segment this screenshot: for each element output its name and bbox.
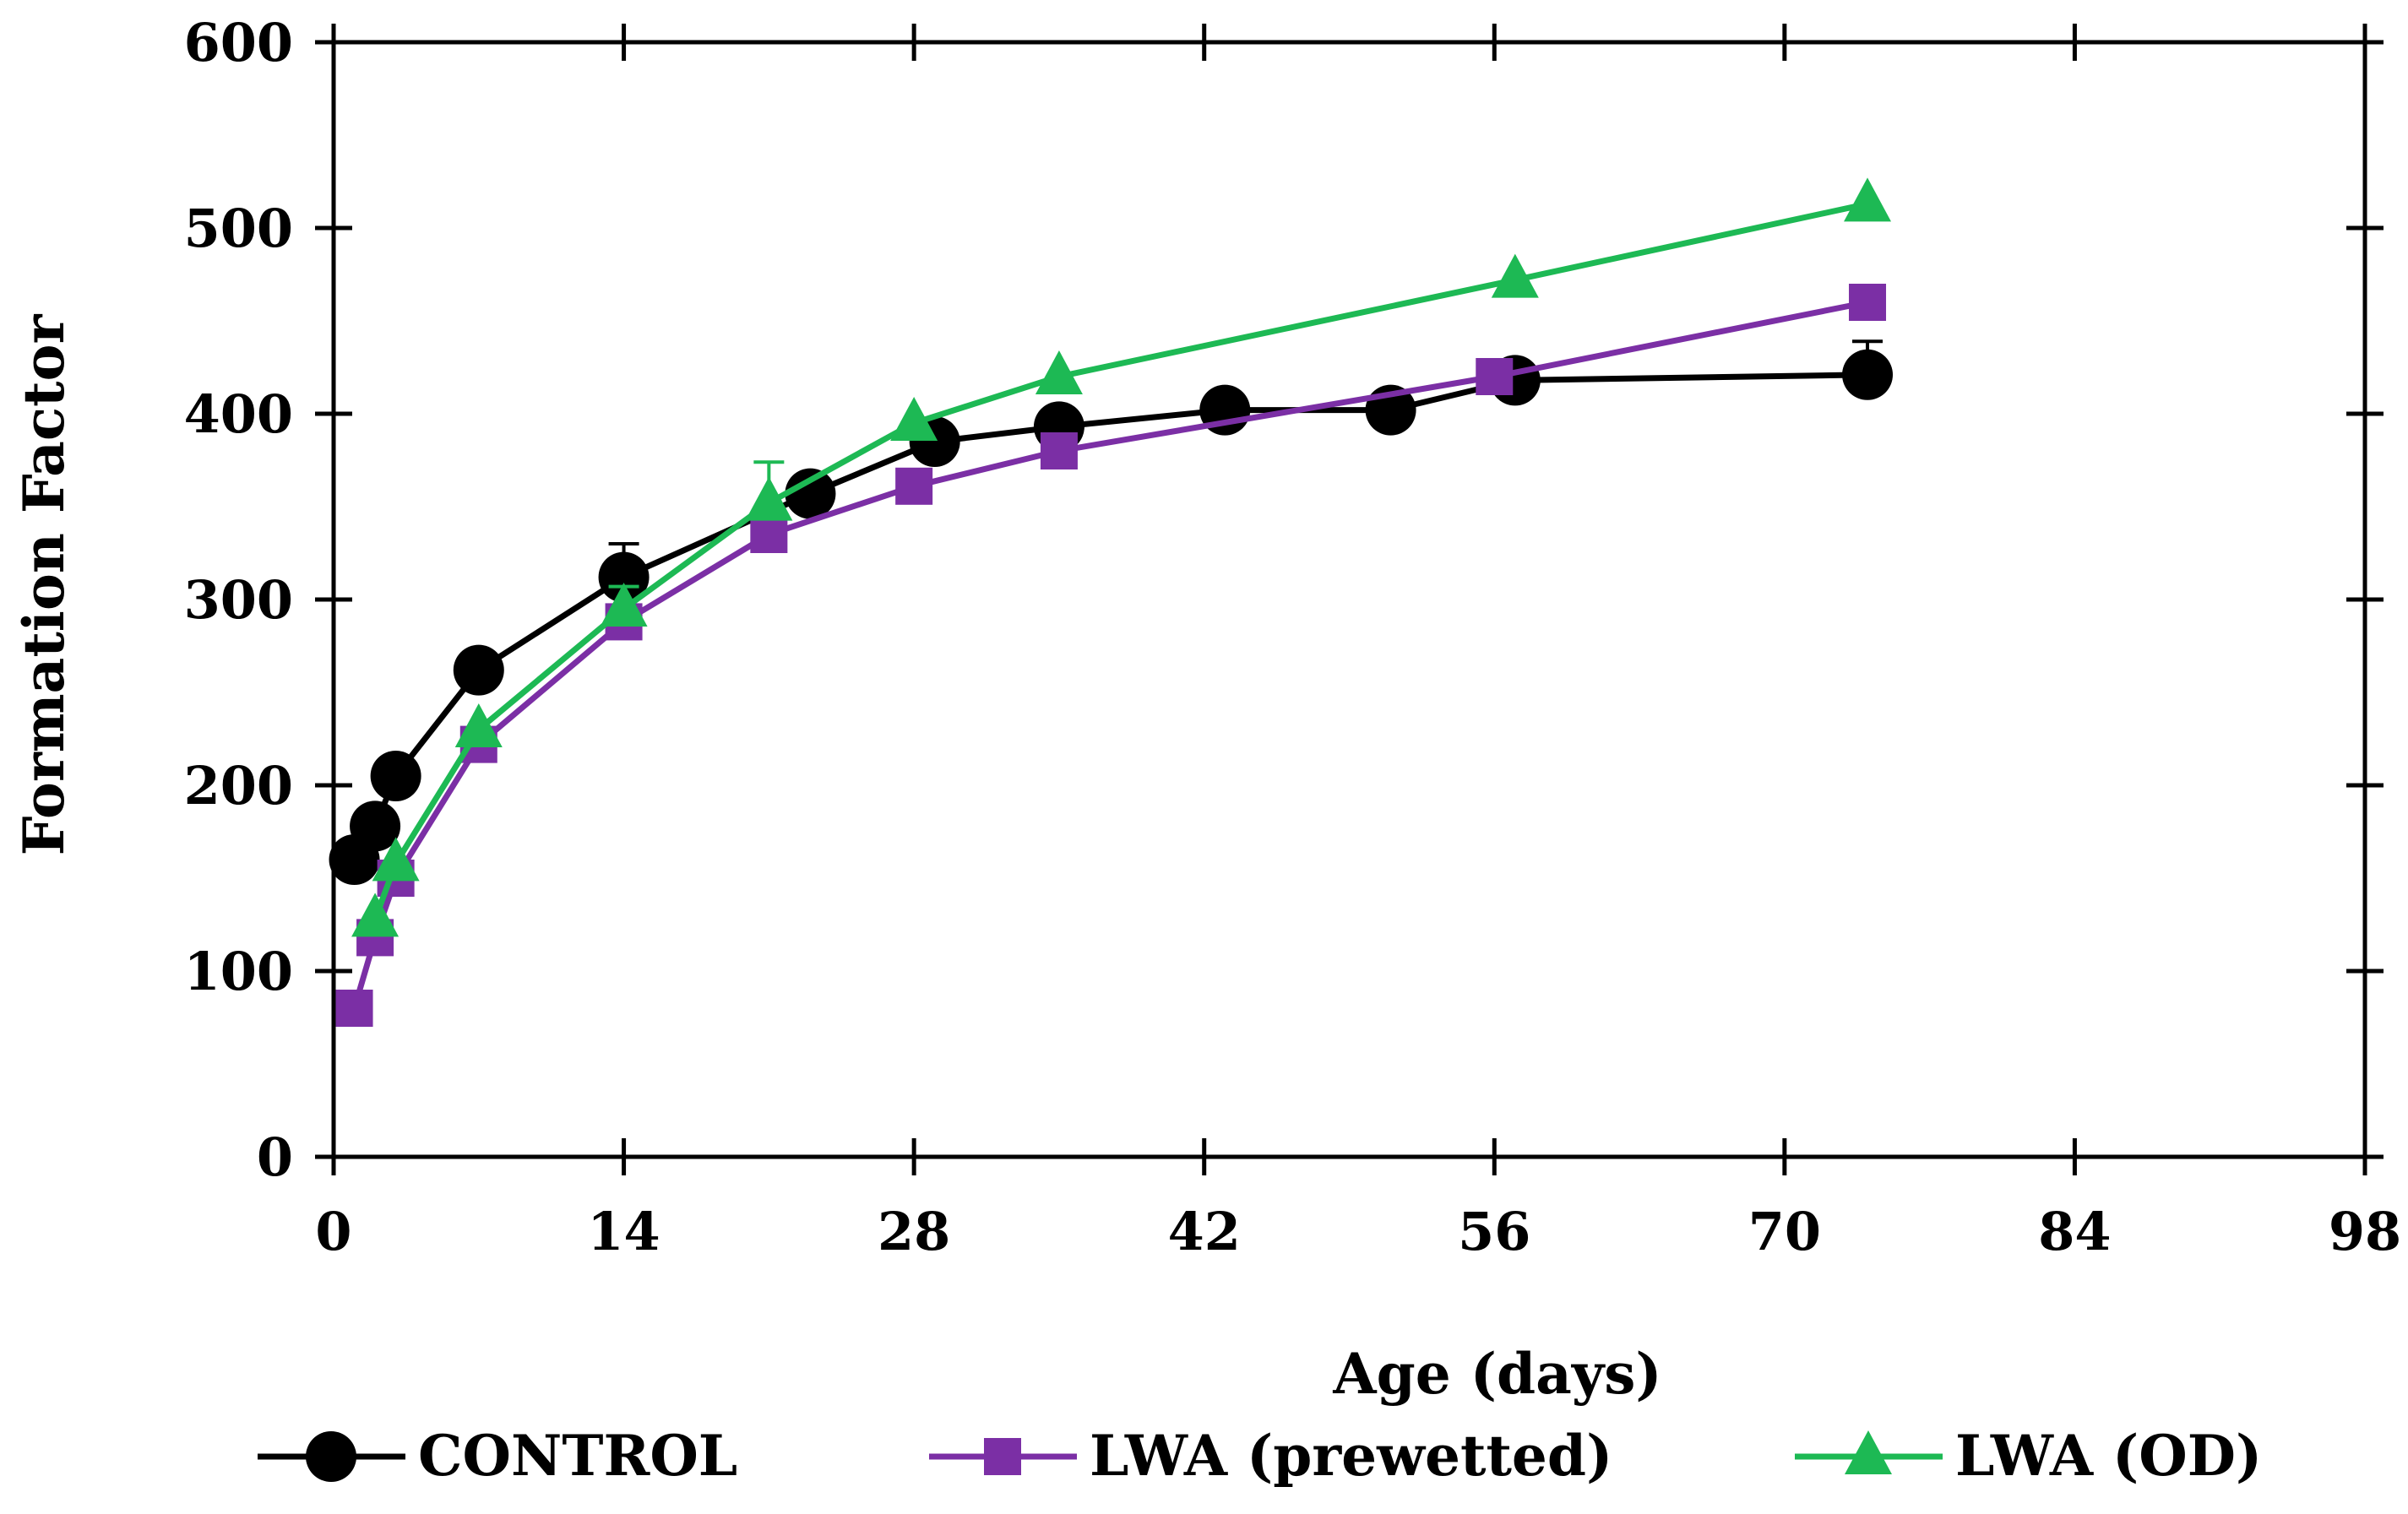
data-point [372, 837, 420, 882]
y-tick-label: 500 [184, 198, 293, 259]
y-tick-label: 0 [257, 1126, 293, 1188]
legend-item: LWA (OD) [1795, 1423, 2262, 1489]
x-tick-label: 28 [878, 1201, 950, 1262]
x-tick-label: 70 [1748, 1201, 1821, 1262]
data-point [890, 397, 938, 441]
data-point [600, 583, 648, 627]
data-point [1491, 253, 1539, 298]
y-tick-label: 300 [184, 569, 293, 631]
legend-label: LWA (OD) [1955, 1423, 2262, 1489]
legend-label: LWA (prewetted) [1090, 1423, 1612, 1489]
series-line [351, 299, 1868, 1009]
y-tick-label: 100 [184, 941, 293, 1002]
x-tick-label: 42 [1168, 1201, 1241, 1262]
data-point [1040, 432, 1078, 469]
legend-swatch-marker [984, 1438, 1021, 1475]
y-tick-label: 400 [184, 383, 293, 445]
legend-swatch-marker [1845, 1430, 1892, 1474]
data-point [1842, 349, 1894, 400]
data-point [745, 476, 793, 521]
legend-swatch-marker [306, 1431, 356, 1482]
data-point [1476, 358, 1514, 395]
data-point [1849, 284, 1887, 321]
data-point [785, 468, 836, 519]
data-point [750, 516, 788, 553]
data-point [335, 990, 373, 1027]
data-point [598, 551, 650, 603]
legend-item: CONTROL [258, 1423, 737, 1489]
series-line [351, 372, 1868, 861]
data-point [351, 893, 400, 937]
legend-item: LWA (prewetted) [929, 1423, 1612, 1489]
data-point [895, 467, 933, 505]
x-tick-label: 14 [587, 1201, 660, 1262]
data-point [453, 644, 504, 696]
y-tick-label: 200 [184, 755, 293, 817]
y-tick-label: 600 [184, 12, 293, 73]
legend-label: CONTROL [418, 1423, 737, 1489]
x-tick-label: 0 [315, 1201, 351, 1262]
data-point [454, 703, 503, 747]
series-0 [329, 339, 1894, 885]
data-point [1844, 177, 1892, 222]
x-tick-label: 56 [1458, 1201, 1530, 1262]
series-2 [351, 177, 1892, 937]
legend: CONTROL LWA (prewetted) LWA (OD) [258, 1423, 2262, 1489]
x-tick-label: 98 [2329, 1201, 2401, 1262]
data-point [370, 751, 421, 801]
data-point [1035, 350, 1083, 394]
x-tick-label: 84 [2038, 1201, 2111, 1262]
x-axis-title: Age (days) [1332, 1341, 1661, 1407]
series-line [372, 200, 1868, 920]
data-point [350, 800, 401, 852]
y-axis-title: Formation Factor [11, 313, 77, 855]
